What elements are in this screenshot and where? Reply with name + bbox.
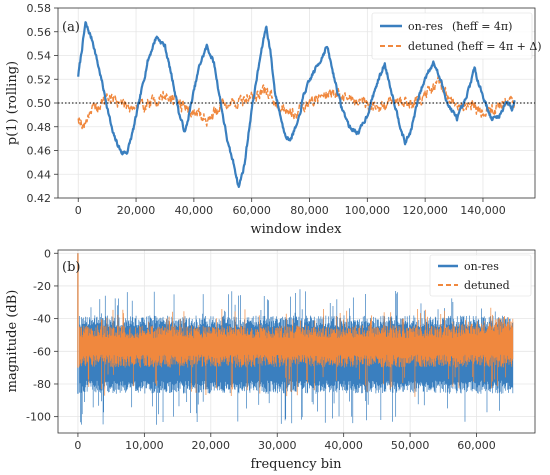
panel-a-x-axis-label: window index [251,222,343,237]
legend-label-on-res: on-res [408,20,443,33]
series-line-detuned [77,75,516,130]
panel-a-x-ticks: 0 20,000 40,000 60,000 80,000 100,000 120,000 1… [75,198,506,217]
panel-a-x-tick-label: 140,000 [460,204,506,217]
spectrum-detuned [79,307,514,397]
panel-a-y-tick-label: 0.46 [27,145,52,158]
panel-a-y-tick-label: 0.52 [27,73,52,86]
panel-a-y-tick-label: 0.54 [27,50,52,63]
panel-b-y-axis-label: magnitude (dB) [5,290,20,393]
panel-a-label: (a) [62,20,80,35]
legend-label-detuned-b: detuned [464,279,510,292]
panel-b-y-ticks: 0 -20 -40 -60 -80 -100 [26,247,58,424]
panel-a-x-tick-label: 20,000 [117,204,156,217]
panel-a-y-ticks: 0.42 0.44 0.46 0.48 0.50 0.52 0.54 0.56 0.58 [27,2,58,205]
panel-b-y-tick-label: -80 [33,378,51,391]
panel-b-chart: 0 10,000 20,000 30,000 40,000 50,000 60,000 0 -… [5,247,536,472]
panel-a-chart: 0 20,000 40,000 60,000 80,000 100,000 120,000 1… [5,2,542,237]
legend-label-on-res-b: on-res [464,260,499,273]
panel-a-y-tick-label: 0.58 [27,2,52,15]
panel-b-y-tick-label: -40 [33,313,51,326]
panel-b-y-tick-label: -60 [33,345,51,358]
panel-b-frame [57,249,536,434]
panel-b-x-axis-label: frequency bin [250,457,342,472]
panel-a-x-tick-label: 80,000 [290,204,329,217]
panel-b-x-tick-label: 30,000 [258,439,297,452]
panel-b-x-tick-label: 0 [74,439,81,452]
panel-a-y-axis-label: p(1) (rolling) [5,61,20,145]
panel-a-x-tick-label: 0 [75,204,82,217]
panel-b-legend: on-res detuned [429,254,532,297]
panel-a-x-tick-label: 40,000 [175,204,214,217]
legend-label-detuned: detuned [408,40,454,53]
panel-a-legend-box [371,12,533,60]
panel-b-y-tick-label: -100 [26,411,51,424]
panel-b-x-tick-label: 20,000 [192,439,231,452]
panel-a-x-tick-label: 120,000 [402,204,448,217]
panel-a-x-tick-label: 100,000 [345,204,391,217]
panel-b-x-tick-label: 60,000 [457,439,496,452]
panel-a-y-tick-label: 0.56 [27,26,52,39]
panel-b-label: (b) [62,260,80,275]
panel-b-series [77,253,514,425]
panel-b-y-tick-label: 0 [44,247,51,260]
panel-a-y-tick-label: 0.50 [27,97,52,110]
legend-math-on-res: (ħeff = 4π) [452,20,512,33]
panel-a-series [77,21,516,188]
panel-a-x-tick-label: 60,000 [232,204,271,217]
legend-math-detuned: (ħeff = 4π + Δ) [457,40,542,53]
panel-a-y-tick-label: 0.48 [27,121,52,134]
panel-a-y-tick-label: 0.42 [27,192,52,205]
panel-b-x-tick-label: 50,000 [391,439,430,452]
panel-a-y-tick-label: 0.44 [27,168,52,181]
series-line-on-res [77,21,516,188]
panel-a-legend: on-res (ħeff = 4π) detuned (ħeff = 4π + … [371,12,542,60]
panel-b-x-tick-label: 10,000 [125,439,164,452]
panel-b-x-ticks: 0 10,000 20,000 30,000 40,000 50,000 60,000 [74,433,496,452]
panel-b-x-tick-label: 40,000 [324,439,363,452]
panel-b-y-tick-label: -20 [33,280,51,293]
